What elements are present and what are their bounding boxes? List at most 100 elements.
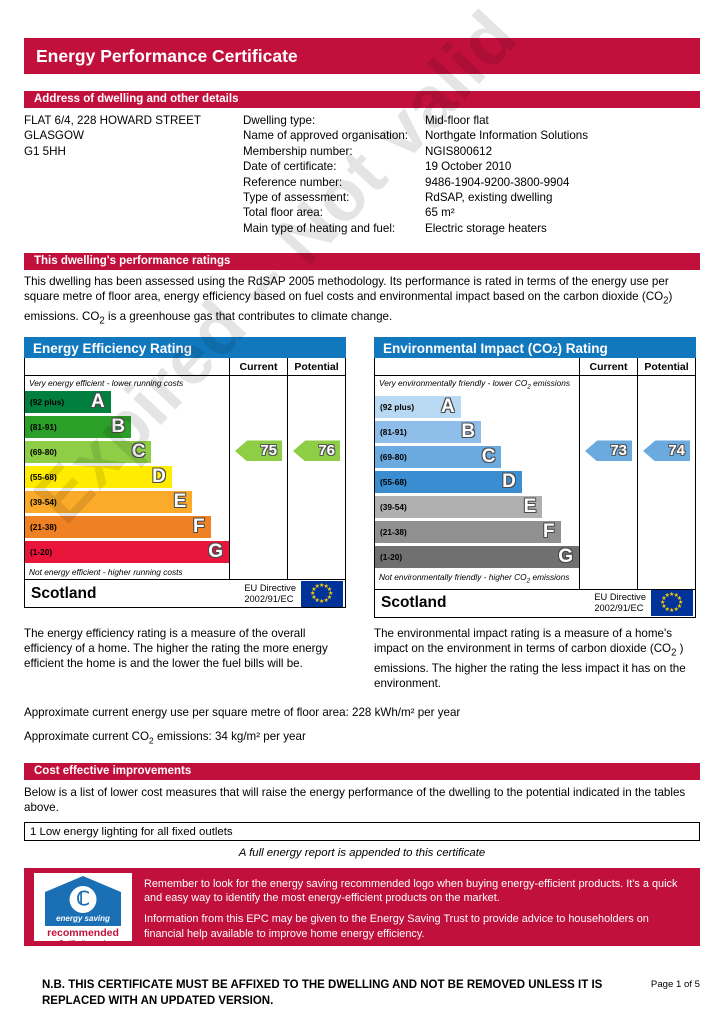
directive-line-2: 2002/91/EC bbox=[244, 593, 294, 604]
country-label: Scotland bbox=[381, 594, 447, 612]
rating-band-row: (92 plus) A bbox=[375, 396, 579, 420]
spacer bbox=[375, 358, 579, 375]
co2-prefix: Approximate current CO bbox=[24, 730, 150, 744]
est-paragraph-1: Remember to look for the energy saving r… bbox=[144, 878, 678, 905]
band-range-label: (39-54) bbox=[380, 502, 407, 513]
rating-band-row: (69-80) C bbox=[375, 446, 579, 470]
eu-star-icon: ★ bbox=[664, 607, 670, 614]
eu-star-icon: ★ bbox=[673, 593, 679, 600]
co2-subscript: 2 bbox=[527, 384, 531, 392]
band-letter: B bbox=[461, 421, 476, 443]
detail-value: Mid-floor flat bbox=[425, 114, 489, 127]
eu-star-icon: ★ bbox=[661, 604, 667, 611]
band-letter: E bbox=[173, 491, 187, 513]
eu-star-icon: ★ bbox=[326, 594, 333, 601]
measure-item: 1 Low energy lighting for all fixed outl… bbox=[24, 822, 700, 842]
current-rating-pointer: 75 bbox=[235, 440, 282, 462]
band-letter: E bbox=[523, 496, 537, 518]
band-letter: F bbox=[193, 516, 205, 538]
potential-rating-pointer: 74 bbox=[643, 440, 690, 462]
detail-label: Main type of heating and fuel: bbox=[243, 221, 396, 235]
band-letter: B bbox=[111, 416, 126, 438]
potential-rating-pointer: 76 bbox=[293, 440, 340, 462]
directive-line-2: 2002/91/EC bbox=[594, 603, 644, 614]
co2-suffix: emissions: 34 kg/m² per year bbox=[153, 730, 306, 744]
detail-value: Electric storage heaters bbox=[425, 221, 547, 235]
detail-row: Type of assessment: RdSAP, existing dwel… bbox=[243, 190, 588, 205]
eu-star-icon: ★ bbox=[326, 586, 333, 593]
detail-row: Reference number: 9486-1904-9200-3800-99… bbox=[243, 175, 588, 190]
rating-band-e: (39-54) E bbox=[25, 491, 193, 514]
appended-report-note: A full energy report is appended to this… bbox=[238, 847, 486, 860]
eu-star-icon: ★ bbox=[676, 596, 683, 603]
chart-body: Current Potential Very environmentally f… bbox=[374, 358, 696, 618]
detail-label: Reference number: bbox=[243, 175, 343, 189]
page-content: Energy Performance Certificate Address o… bbox=[0, 38, 724, 947]
est-paragraph-2: Information from this EPC may be given t… bbox=[144, 913, 649, 940]
current-rating-column: 75 bbox=[229, 376, 287, 580]
band-letter: G bbox=[208, 541, 223, 563]
directive-line-1: EU Directive bbox=[244, 582, 296, 593]
eu-star-icon: ★ bbox=[311, 594, 317, 601]
column-header-current: Current bbox=[229, 358, 287, 376]
eu-star-icon: ★ bbox=[319, 598, 325, 605]
eu-star-icon: ★ bbox=[323, 597, 329, 604]
spiral-icon: ℂ bbox=[69, 886, 97, 914]
eu-star-icon: ★ bbox=[664, 593, 670, 600]
chart-footer: Scotland EU Directive 2002/91/EC ★ ★ ★ ★ ★ ★ ★… bbox=[375, 588, 695, 617]
detail-value: Northgate Information Solutions bbox=[425, 129, 589, 143]
rating-band-c: (69-80) C bbox=[25, 441, 152, 464]
address-line-2: GLASGOW bbox=[24, 129, 84, 143]
chart-title-environmental-impact: Environmental Impact (CO2) Rating bbox=[374, 337, 696, 359]
eu-flag-icon: ★ ★ ★ ★ ★ ★ ★ ★ ★ ★ ★ ★ bbox=[301, 580, 343, 607]
detail-row: Name of approved organisation: Northgate… bbox=[243, 128, 588, 143]
chart-column-headers: Current Potential bbox=[25, 358, 345, 377]
co2-subscript: 2 bbox=[149, 735, 154, 746]
logo-recommended-text: recommended bbox=[47, 927, 119, 940]
column-header-current: Current bbox=[579, 358, 637, 376]
current-rating-pointer: 73 bbox=[585, 440, 632, 462]
rating-band-d: (55-68) D bbox=[375, 471, 522, 494]
rating-bands: Very environmentally friendly - lower CO… bbox=[375, 376, 579, 588]
approximate-figures: Approximate current energy use per squar… bbox=[24, 701, 700, 752]
detail-value: RdSAP, existing dwelling bbox=[425, 191, 553, 205]
band-note-top: Very energy efficient - lower running co… bbox=[29, 378, 184, 389]
approx-co2-emissions: Approximate current CO2 emissions: 34 kg… bbox=[24, 725, 700, 752]
ratings-charts: Energy Efficiency Rating Current Potenti… bbox=[24, 337, 700, 618]
potential-rating-column: 76 bbox=[287, 376, 345, 580]
approx-energy-use: Approximate current energy use per squar… bbox=[24, 706, 461, 720]
chart-grid: Very energy efficient - lower running co… bbox=[25, 376, 345, 580]
rating-band-row: (55-68) D bbox=[375, 471, 579, 495]
band-range-label: (55-68) bbox=[380, 477, 407, 488]
rating-band-f: (21-38) F bbox=[25, 516, 211, 539]
rating-band-row: (21-38) F bbox=[25, 516, 229, 540]
measures-list: 1 Low energy lighting for all fixed outl… bbox=[24, 822, 700, 842]
rating-band-row: (1-20) G bbox=[375, 546, 579, 570]
eu-star-icon: ★ bbox=[328, 590, 334, 597]
section-header-ratings: This dwelling's performance ratings bbox=[24, 253, 700, 271]
rating-band-row: (92 plus) A bbox=[25, 391, 229, 415]
rating-band-f: (21-38) F bbox=[375, 521, 561, 544]
spacer bbox=[25, 358, 229, 375]
environmental-impact-chart: Environmental Impact (CO2) Rating Curren… bbox=[374, 337, 696, 618]
detail-row: Membership number: NGIS800612 bbox=[243, 144, 588, 159]
band-range-label: (55-68) bbox=[30, 472, 57, 483]
energy-efficiency-chart: Energy Efficiency Rating Current Potenti… bbox=[24, 337, 346, 617]
rating-band-b: (81-91) B bbox=[25, 416, 132, 439]
band-letter: D bbox=[152, 466, 166, 488]
eu-star-icon: ★ bbox=[678, 600, 684, 607]
energy-saving-recommended-logo: ℂ energy saving recommended Certificatio… bbox=[34, 873, 132, 946]
chart-column-headers: Current Potential bbox=[375, 358, 695, 377]
eu-star-icon: ★ bbox=[669, 592, 675, 599]
address-line-3: G1 5HH bbox=[24, 144, 66, 158]
column-header-potential: Potential bbox=[287, 358, 345, 376]
dwelling-details: FLAT 6/4, 228 HOWARD STREET GLASGOW G1 5… bbox=[24, 113, 700, 236]
logo-brand-text: energy saving bbox=[56, 914, 110, 924]
rating-band-row: (39-54) E bbox=[25, 491, 229, 515]
band-range-label: (21-38) bbox=[30, 522, 57, 533]
detail-row: Total floor area: 65 m² bbox=[243, 205, 588, 220]
detail-value: 65 m² bbox=[425, 206, 455, 220]
rating-band-b: (81-91) B bbox=[375, 421, 482, 444]
eu-star-icon: ★ bbox=[661, 596, 667, 603]
section-header-cost-effective: Cost effective improvements bbox=[24, 762, 700, 780]
